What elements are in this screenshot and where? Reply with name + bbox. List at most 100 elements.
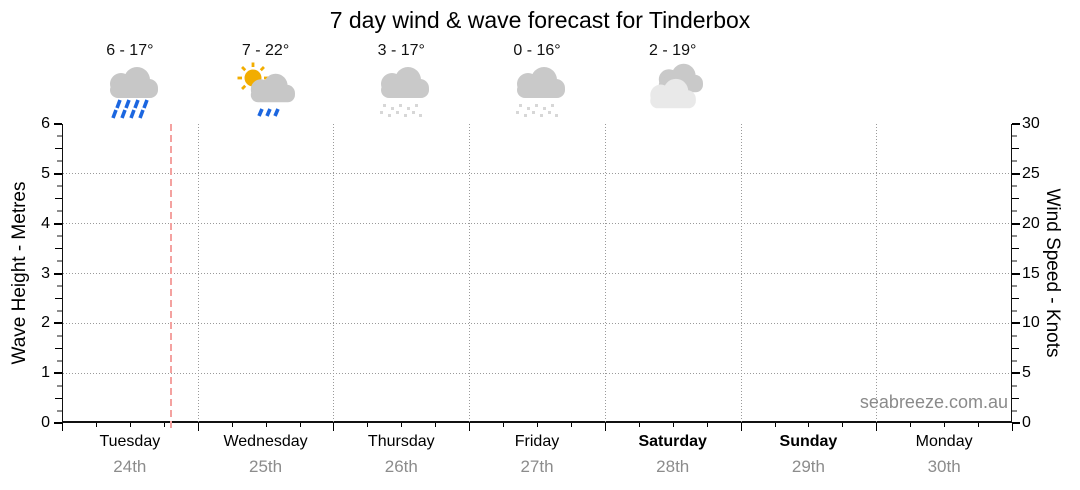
x-axis-day-label: Monday <box>915 433 973 450</box>
x-axis-day-label: Saturday <box>638 433 707 450</box>
right-axis-tick <box>1012 135 1017 138</box>
left-axis-tick <box>57 160 62 163</box>
x-axis-minor-tick <box>435 423 437 427</box>
temperature-range-label: 7 - 22° <box>241 42 290 59</box>
right-axis-tick-label: 5 <box>1022 364 1031 382</box>
grid-vline <box>469 124 471 423</box>
x-axis-minor-tick <box>537 423 538 427</box>
right-axis-tick <box>1012 210 1017 213</box>
left-axis-tick <box>57 235 62 238</box>
grid-hline <box>63 223 1011 225</box>
left-axis-tick <box>57 135 62 138</box>
grid-hline <box>63 322 1011 324</box>
x-axis-major-tick <box>197 423 199 431</box>
x-axis-day-label: Wednesday <box>223 433 308 450</box>
x-axis-date-label: 30th <box>927 457 961 476</box>
left-axis-tick <box>57 185 62 188</box>
right-axis-tick <box>1012 235 1017 238</box>
x-axis-day-label: Friday <box>514 433 560 450</box>
right-axis-tick <box>1012 372 1020 375</box>
left-axis-tick <box>54 123 62 125</box>
x-axis-major-tick <box>333 423 335 431</box>
chart-title: 7 day wind & wave forecast for Tinderbox <box>329 7 751 33</box>
rain-icon <box>93 62 167 120</box>
right-axis-tick <box>1012 198 1019 200</box>
left-axis-tick-label: 2 <box>41 314 50 332</box>
x-axis-minor-tick <box>808 423 810 427</box>
x-axis-minor-tick <box>842 423 844 427</box>
right-axis-tick <box>1012 160 1017 163</box>
left-axis-tick <box>54 372 62 375</box>
left-axis-tick <box>57 409 62 412</box>
left-axis-tick <box>55 347 62 349</box>
right-axis-tick <box>1012 347 1019 349</box>
x-axis-date-label: 25th <box>249 457 283 476</box>
x-axis-day-label: Thursday <box>367 433 435 450</box>
x-axis-minor-tick <box>299 423 301 427</box>
temperature-range-label: 0 - 16° <box>513 42 561 59</box>
grid-hline <box>63 372 1011 374</box>
x-axis-minor-tick <box>367 423 369 427</box>
right-axis-tick-label: 10 <box>1022 314 1040 332</box>
x-axis-minor-tick <box>163 423 165 427</box>
left-axis-tick <box>55 198 62 200</box>
x-axis-day-label: Sunday <box>779 433 838 450</box>
left-axis-tick <box>55 148 62 150</box>
left-axis-tick <box>57 284 62 287</box>
snow-flurries-icon <box>364 62 438 120</box>
left-axis-tick-label: 4 <box>41 214 50 232</box>
right-axis-tick <box>1012 172 1020 175</box>
right-axis-tick <box>1012 322 1020 325</box>
right-axis-tick-label: 0 <box>1022 414 1031 431</box>
left-axis-tick-label: 1 <box>41 364 50 382</box>
x-axis-minor-tick <box>774 423 776 427</box>
right-axis-tick <box>1012 422 1020 424</box>
left-axis-tick <box>57 384 62 387</box>
left-axis-tick <box>57 260 62 263</box>
x-axis-minor-tick <box>231 423 233 427</box>
right-axis-tick <box>1012 409 1017 412</box>
x-axis-minor-tick <box>672 423 674 427</box>
right-axis-tick <box>1012 334 1017 337</box>
sun-shower-icon <box>229 62 303 120</box>
left-axis-tick-label: 0 <box>41 414 50 431</box>
right-axis-tick-label: 15 <box>1022 264 1040 282</box>
right-axis-tick <box>1012 248 1019 250</box>
left-axis-tick <box>54 322 62 325</box>
left-axis-tick <box>57 334 62 337</box>
right-axis-tick <box>1012 123 1020 125</box>
right-axis-tick <box>1012 309 1017 312</box>
right-axis-tick <box>1012 397 1019 399</box>
right-axis-tick-label: 30 <box>1022 115 1040 132</box>
temperature-range-label: 6 - 17° <box>106 42 154 59</box>
right-axis-tick <box>1012 260 1017 263</box>
left-axis-tick <box>57 359 62 362</box>
left-axis-tick <box>54 422 62 424</box>
temperature-range-label: 2 - 19° <box>649 42 697 59</box>
x-axis-minor-tick <box>706 423 708 427</box>
x-axis-minor-tick <box>570 423 572 427</box>
x-axis-major-tick <box>469 423 471 431</box>
right-axis-tick <box>1012 297 1019 299</box>
x-axis-minor-tick <box>129 423 131 427</box>
grid-hline <box>63 173 1011 175</box>
x-axis-major-tick <box>604 423 606 431</box>
x-axis-date-label: 26th <box>384 457 418 476</box>
right-axis-tick <box>1012 222 1020 225</box>
x-axis-minor-tick <box>95 423 97 427</box>
x-axis-major-tick <box>740 423 742 431</box>
right-axis-tick <box>1012 359 1017 362</box>
grid-vline <box>740 124 742 423</box>
left-axis-tick <box>55 248 62 250</box>
x-axis-date-label: 29th <box>791 457 825 476</box>
x-axis-minor-tick <box>401 423 403 427</box>
x-axis-minor-tick <box>978 423 980 427</box>
x-axis-date-label: 24th <box>113 457 147 476</box>
left-axis-tick <box>54 172 62 175</box>
left-axis-tick <box>57 210 62 213</box>
x-axis-major-tick <box>876 423 878 431</box>
temperature-range-label: 3 - 17° <box>377 42 425 59</box>
x-axis-major-tick <box>62 423 63 431</box>
watermark: seabreeze.com.au <box>859 392 1008 412</box>
